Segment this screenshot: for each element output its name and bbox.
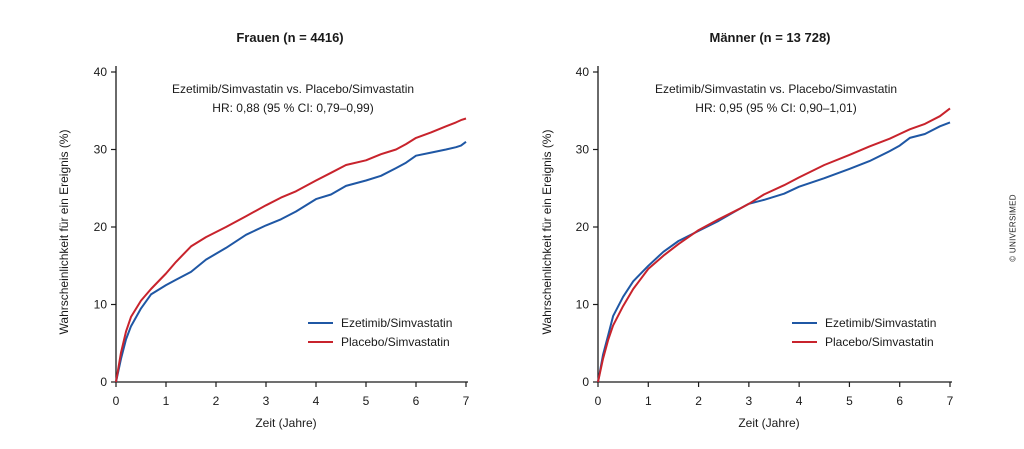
women-series-line-placebo [115,117,467,383]
men-legend-label-ezetimib: Ezetimib/Simvastatin [825,316,936,330]
men-y-tick-label: 10 [576,298,590,312]
men-y-tick-label: 20 [576,220,590,234]
men-x-tick-label: 5 [846,394,853,408]
women-x-axis-label: Zeit (Jahre) [255,416,316,430]
women-x-tick-label: 5 [363,394,370,408]
women-x-tick-label: 2 [213,394,220,408]
women-x-tick-label: 4 [313,394,320,408]
women-y-tick-label: 40 [94,65,108,79]
men-x-tick-label: 0 [595,394,602,408]
men-legend-label-placebo: Placebo/Simvastatin [825,335,934,349]
men-y-tick-label: 30 [576,143,590,157]
women-annotation-comparison: Ezetimib/Simvastatin vs. Placebo/Simvast… [172,82,414,96]
chart-title-women: Frauen (n = 4416) [236,30,344,45]
women-y-tick-label: 0 [100,375,107,389]
women-x-tick-label: 3 [263,394,270,408]
women-x-tick-label: 6 [413,394,420,408]
men-x-tick-label: 1 [645,394,652,408]
women-annotation-hr: HR: 0,88 (95 % CI: 0,79–0,99) [212,101,373,115]
men-x-tick-label: 6 [896,394,903,408]
men-y-tick-label: 40 [576,65,590,79]
men-annotation-hr: HR: 0,95 (95 % CI: 0,90–1,01) [695,101,856,115]
women-x-tick-label: 1 [163,394,170,408]
women-legend-label-placebo: Placebo/Simvastatin [341,335,450,349]
men-series-line-placebo [597,107,951,383]
chart-title-men: Männer (n = 13 728) [709,30,831,45]
men-x-tick-label: 7 [947,394,954,408]
women-legend-label-ezetimib: Ezetimib/Simvastatin [341,316,452,330]
women-y-tick-label: 10 [94,298,108,312]
men-x-tick-label: 2 [695,394,702,408]
men-annotation-comparison: Ezetimib/Simvastatin vs. Placebo/Simvast… [655,82,897,96]
women-y-tick-label: 20 [94,220,108,234]
men-y-axis-label: Wahrscheinlichkeit für ein Ereignis (%) [540,130,554,335]
men-y-tick-label: 0 [582,375,589,389]
women-y-axis-label: Wahrscheinlichkeit für ein Ereignis (%) [57,130,71,335]
women-x-tick-label: 7 [463,394,470,408]
men-x-tick-label: 4 [796,394,803,408]
women-x-tick-label: 0 [113,394,120,408]
men-x-axis-label: Zeit (Jahre) [738,416,799,430]
women-y-tick-label: 30 [94,143,108,157]
men-x-tick-label: 3 [746,394,753,408]
women-series-line-ezetimib [115,141,467,383]
